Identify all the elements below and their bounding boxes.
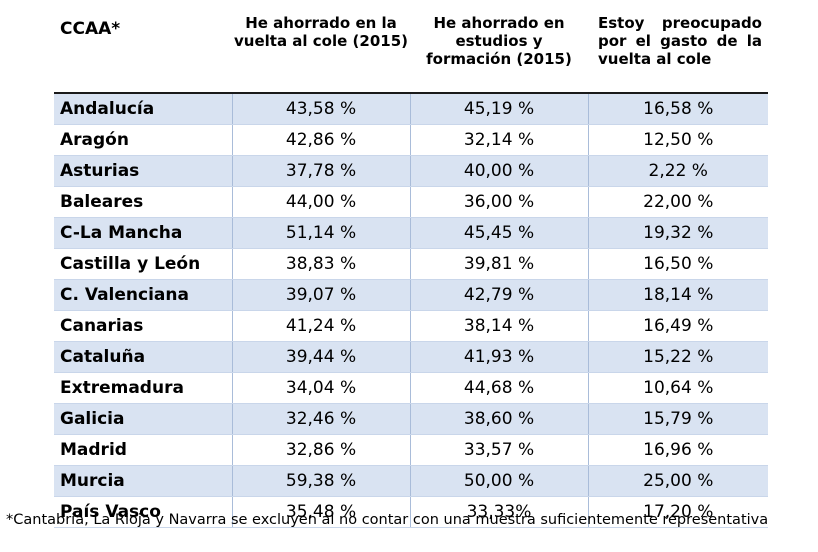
region-name-cell: C. Valenciana (54, 279, 232, 311)
data-table-container: CCAA* He ahorrado en la vuelta al cole (… (54, 8, 768, 528)
preocupado-gasto-cell: 16,96 % (587, 434, 768, 466)
table-row: Asturias 37,78 % 40,00 % 2,22 % (54, 155, 768, 187)
table-row: Cataluña 39,44 % 41,93 % 15,22 % (54, 341, 768, 373)
ahorro-vuelta-cole-cell: 35,48 % (231, 496, 410, 528)
region-name-cell: C-La Mancha (54, 217, 232, 249)
ahorro-vuelta-cole-cell: 43,58 % (231, 93, 410, 125)
table-row: País Vasco 35,48 % 33,33% 17,20 % (54, 496, 768, 528)
table-row: C. Valenciana 39,07 % 42,79 % 18,14 % (54, 279, 768, 311)
ccaa-table: CCAA* He ahorrado en la vuelta al cole (… (54, 8, 768, 528)
region-name-cell: Madrid (54, 434, 232, 466)
preocupado-gasto-cell: 16,50 % (587, 248, 768, 280)
ahorro-estudios-cell: 41,93 % (409, 341, 588, 373)
region-name-cell: Cataluña (54, 341, 232, 373)
region-name-cell: Galicia (54, 403, 232, 435)
table-row: Castilla y León 38,83 % 39,81 % 16,50 % (54, 248, 768, 280)
ahorro-estudios-cell: 45,45 % (409, 217, 588, 249)
ahorro-vuelta-cole-cell: 39,44 % (231, 341, 410, 373)
ahorro-estudios-cell: 40,00 % (409, 155, 588, 187)
region-name-cell: Andalucía (54, 93, 232, 125)
preocupado-gasto-cell: 22,00 % (587, 186, 768, 218)
ahorro-vuelta-cole-cell: 39,07 % (231, 279, 410, 311)
region-name-cell: Asturias (54, 155, 232, 187)
preocupado-gasto-cell: 16,49 % (587, 310, 768, 342)
ahorro-vuelta-cole-cell: 41,24 % (231, 310, 410, 342)
ahorro-estudios-cell: 38,14 % (409, 310, 588, 342)
header-preocupado-gasto: Estoy preocupado por el gasto de la vuel… (588, 8, 768, 94)
ahorro-vuelta-cole-cell: 38,83 % (231, 248, 410, 280)
header-ahorro-vuelta-cole: He ahorrado en la vuelta al cole (2015) (232, 8, 410, 94)
ahorro-estudios-cell: 42,79 % (409, 279, 588, 311)
ahorro-estudios-cell: 36,00 % (409, 186, 588, 218)
header-ahorro-estudios: He ahorrado en estudios y formación (201… (410, 8, 588, 94)
table-header-row: CCAA* He ahorrado en la vuelta al cole (… (54, 8, 768, 94)
preocupado-gasto-cell: 25,00 % (587, 465, 768, 497)
table-row: Baleares 44,00 % 36,00 % 22,00 % (54, 186, 768, 218)
region-name-cell: País Vasco (54, 496, 232, 528)
table-row: Canarias 41,24 % 38,14 % 16,49 % (54, 310, 768, 342)
table-body: Andalucía 43,58 % 45,19 % 16,58 % Aragón 42,8… (54, 93, 768, 528)
preocupado-gasto-cell: 15,79 % (587, 403, 768, 435)
region-name-cell: Murcia (54, 465, 232, 497)
region-name-cell: Baleares (54, 186, 232, 218)
preocupado-gasto-cell: 17,20 % (587, 496, 768, 528)
preocupado-gasto-cell: 2,22 % (587, 155, 768, 187)
ahorro-vuelta-cole-cell: 42,86 % (231, 124, 410, 156)
ahorro-vuelta-cole-cell: 32,86 % (231, 434, 410, 466)
region-name-cell: Aragón (54, 124, 232, 156)
ahorro-estudios-cell: 50,00 % (409, 465, 588, 497)
table-row: Murcia 59,38 % 50,00 % 25,00 % (54, 465, 768, 497)
region-name-cell: Extremadura (54, 372, 232, 404)
table-row: C-La Mancha 51,14 % 45,45 % 19,32 % (54, 217, 768, 249)
table-row: Aragón 42,86 % 32,14 % 12,50 % (54, 124, 768, 156)
ahorro-vuelta-cole-cell: 51,14 % (231, 217, 410, 249)
ahorro-vuelta-cole-cell: 34,04 % (231, 372, 410, 404)
region-name-cell: Castilla y León (54, 248, 232, 280)
ahorro-vuelta-cole-cell: 37,78 % (231, 155, 410, 187)
preocupado-gasto-cell: 15,22 % (587, 341, 768, 373)
ahorro-estudios-cell: 39,81 % (409, 248, 588, 280)
table-row: Galicia 32,46 % 38,60 % 15,79 % (54, 403, 768, 435)
ahorro-estudios-cell: 45,19 % (409, 93, 588, 125)
ahorro-vuelta-cole-cell: 32,46 % (231, 403, 410, 435)
ahorro-estudios-cell: 38,60 % (409, 403, 588, 435)
table-row: Andalucía 43,58 % 45,19 % 16,58 % (54, 93, 768, 125)
preocupado-gasto-cell: 18,14 % (587, 279, 768, 311)
ahorro-estudios-cell: 33,57 % (409, 434, 588, 466)
table-row: Madrid 32,86 % 33,57 % 16,96 % (54, 434, 768, 466)
footnote: *Cantabria, La Rioja y Navarra se excluy… (6, 512, 769, 528)
ahorro-estudios-cell: 33,33% (409, 496, 588, 528)
ahorro-estudios-cell: 32,14 % (409, 124, 588, 156)
preocupado-gasto-cell: 12,50 % (587, 124, 768, 156)
preocupado-gasto-cell: 10,64 % (587, 372, 768, 404)
region-name-cell: Canarias (54, 310, 232, 342)
ahorro-vuelta-cole-cell: 59,38 % (231, 465, 410, 497)
ahorro-vuelta-cole-cell: 44,00 % (231, 186, 410, 218)
preocupado-gasto-cell: 19,32 % (587, 217, 768, 249)
header-ccaa: CCAA* (54, 8, 232, 94)
ahorro-estudios-cell: 44,68 % (409, 372, 588, 404)
preocupado-gasto-cell: 16,58 % (587, 93, 768, 125)
table-row: Extremadura 34,04 % 44,68 % 10,64 % (54, 372, 768, 404)
